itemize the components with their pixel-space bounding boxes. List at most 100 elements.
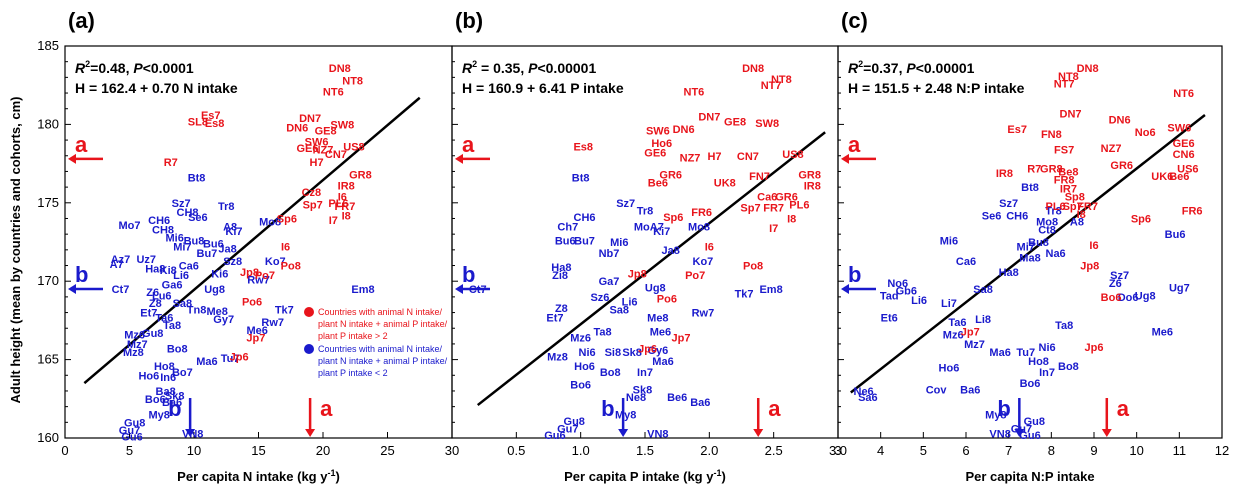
data-point-low: Ct8 [1038, 224, 1056, 236]
data-point-low: Z6 [146, 287, 159, 299]
plot-frame [64, 45, 453, 439]
data-point-high: Jp6 [638, 344, 657, 356]
x-tick-label: 15 [251, 443, 265, 458]
data-point-low: Mo8 [688, 221, 710, 233]
p-symbol: P [528, 60, 538, 76]
data-point-high: GR8 [349, 170, 372, 182]
data-point-low: Bo8 [167, 344, 188, 356]
regression-line [850, 114, 1206, 394]
data-point-low: Et7 [546, 312, 563, 324]
data-point-low: Tn8 [187, 304, 207, 316]
data-point-low: Ko7 [693, 256, 714, 268]
data-point-high: R7 [164, 157, 178, 169]
data-point-low: Tu7 [221, 353, 240, 365]
stats-text: R2 = 0.35, P<0.00001 [462, 59, 596, 76]
data-point-low: Gu8 [124, 417, 145, 429]
data-point-high: Po6 [242, 297, 262, 309]
data-point-high: NZ7 [1101, 143, 1122, 155]
data-point-low: Ha8 [999, 267, 1019, 279]
data-point-low: Gu7 [557, 424, 578, 436]
x-tick-label: 25 [380, 443, 394, 458]
data-point-low: VN8 [989, 428, 1010, 440]
data-point-low: Sk8 [633, 384, 653, 396]
y-tick-label: 160 [37, 430, 59, 445]
x-tick-label: 1.5 [636, 443, 654, 458]
data-point-low: Bo8 [600, 367, 621, 379]
data-point-low: Na6 [1046, 248, 1066, 260]
data-point-low: Rw7 [247, 275, 270, 287]
x-tick-label: 2.0 [700, 443, 718, 458]
data-point-low: Se6 [188, 212, 208, 224]
data-point-low: Bu6 [203, 239, 224, 251]
data-point-high: Jp8 [628, 268, 647, 280]
data-point-low: Mo8 [259, 217, 281, 229]
data-point-low: Bu6 [555, 235, 576, 247]
data-point-low: Sk8 [622, 347, 642, 359]
panel-3: 3 4 5 6 7 8 9 10 11 12 Per capita N:P intake (c) R2=… [834, 8, 1229, 484]
data-point-low: Li7 [941, 298, 957, 310]
data-point-low: Sa6 [858, 392, 878, 404]
panel-label: (b) [455, 8, 483, 33]
data-point-low: Ug8 [1135, 290, 1156, 302]
data-point-low: Tr8 [637, 206, 654, 218]
data-point-high: Bo6 [1101, 292, 1122, 304]
arrow-a-left-head [68, 153, 76, 164]
p-value: <0.0001 [143, 60, 194, 76]
arrow-b-left-head [455, 284, 463, 295]
data-point-high: I6 [705, 242, 714, 254]
x-axis-label-sup: -1 [327, 468, 335, 478]
y-tick-label: 180 [37, 116, 59, 131]
x-tick-label: 3 [834, 443, 841, 458]
data-point-low: Mi6 [165, 232, 183, 244]
data-point-low: Ki6 [211, 268, 228, 280]
legend-text-high: Countries with animal N intake/ [318, 307, 443, 317]
data-point-low: Mz6 [124, 330, 145, 342]
x-axis-label-sup: -1 [713, 468, 721, 478]
data-point-high: GR6 [659, 170, 682, 182]
data-point-high: US8 [343, 141, 364, 153]
data-point-high: Po8 [281, 261, 301, 273]
data-point-low: Mz7 [127, 339, 148, 351]
data-point-low: Gu6 [544, 430, 565, 442]
data-point-low: Bu6 [1165, 229, 1186, 241]
data-point-low: Ko7 [265, 256, 286, 268]
data-point-high: Be6 [648, 177, 668, 189]
data-point-high: NT6 [323, 86, 344, 98]
data-point-low: Sz6 [590, 292, 609, 304]
panel-2: 0.5 1.0 1.5 2.0 2.5 3.0 Per capita P intake (k… [451, 8, 847, 484]
data-point-low: Sz7 [172, 198, 191, 210]
data-point-high: UK6 [1151, 171, 1173, 183]
data-point-high: FN7 [749, 171, 770, 183]
data-point-low: Gu8 [142, 328, 163, 340]
data-point-low: A8 [223, 221, 237, 233]
x-tick-label: 6 [962, 443, 969, 458]
data-point-low: Ug8 [645, 282, 666, 294]
data-point-high: FR8 [1054, 174, 1075, 186]
data-point-high: Es7 [1007, 124, 1027, 136]
x-axis-label-text: Per capita N intake (kg y [177, 469, 328, 484]
data-point-low: Et7 [140, 308, 157, 320]
data-point-high: GR8 [1040, 163, 1063, 175]
data-point-low: Z6 [1109, 278, 1122, 290]
data-point-high: DN8 [329, 63, 351, 75]
data-point-high: Jp7 [672, 333, 691, 345]
data-point-low: Ki8 [160, 265, 177, 277]
data-point-low: Ma6 [989, 347, 1010, 359]
data-point-high: I7 [329, 215, 338, 227]
fit-equation: H = 151.5 + 2.48 N:P intake [848, 80, 1025, 96]
data-point-high: FR7 [763, 203, 784, 215]
data-point-low: Tr8 [1045, 206, 1062, 218]
arrow-b-bottom-head [618, 429, 629, 437]
y-tick-label: 170 [37, 273, 59, 288]
data-point-high: I6 [338, 192, 347, 204]
data-point-low: Gu8 [564, 416, 585, 428]
data-point-low: CH6 [574, 212, 596, 224]
x-axis-label-end: ) [335, 469, 339, 484]
marker-a-left: a [848, 132, 861, 157]
data-point-low: Sz7 [999, 198, 1018, 210]
data-point-low: Cov [926, 384, 948, 396]
data-point-low: Li6 [911, 295, 927, 307]
marker-b-left: b [75, 262, 88, 287]
data-point-high: GR6 [775, 192, 798, 204]
data-point-high: Jp6 [1085, 342, 1104, 354]
